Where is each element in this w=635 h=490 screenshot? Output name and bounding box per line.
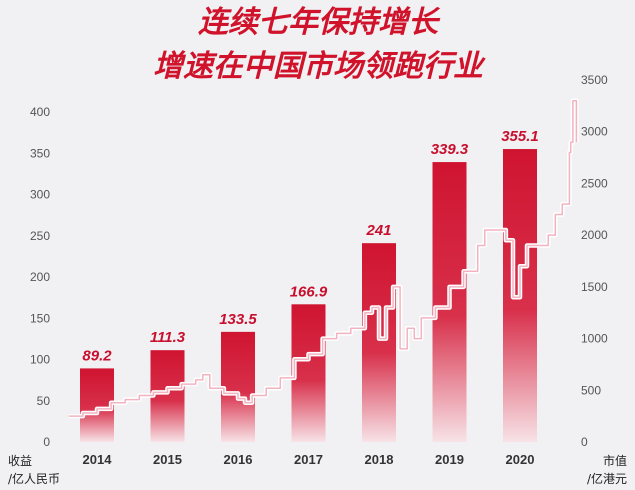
left-tick-label: 50 (37, 394, 51, 408)
chart-title: 连续七年保持增长 (198, 5, 441, 40)
data-label: 111.3 (150, 329, 186, 346)
ylabel-right-line2: /亿港元 (587, 471, 627, 486)
x-tick-label: 2018 (365, 452, 394, 467)
right-tick-label: 2000 (581, 228, 608, 242)
right-axis: 0 500 1000 1500 2000 2500 3000 3500 (581, 73, 608, 449)
bar (291, 304, 326, 442)
right-tick-label: 3000 (581, 125, 608, 139)
bar (150, 350, 185, 442)
left-tick-label: 300 (30, 188, 50, 202)
x-tick-label: 2020 (506, 452, 535, 467)
market-cap-series (68, 98, 579, 419)
right-tick-label: 3500 (581, 73, 608, 87)
right-tick-label: 500 (581, 383, 601, 397)
x-tick-label: 2019 (435, 452, 464, 467)
left-axis: 0 50 100 150 200 250 300 350 400 (30, 105, 50, 449)
right-tick-label: 2500 (581, 176, 608, 190)
ylabel-left-line2: /亿人民币 (8, 471, 60, 486)
data-label: 133.5 (219, 311, 257, 328)
left-tick-label: 200 (30, 270, 50, 284)
left-tick-label: 150 (30, 311, 50, 325)
ylabel-left-line1: 收益 (8, 454, 32, 468)
bar (362, 243, 396, 442)
left-tick-label: 400 (30, 105, 50, 119)
x-tick-label: 2015 (153, 452, 182, 467)
x-tick-label: 2014 (83, 452, 113, 467)
bar (80, 368, 114, 442)
data-label: 339.3 (431, 141, 469, 158)
market-cap-line (68, 99, 578, 417)
data-label: 355.1 (501, 128, 539, 145)
left-tick-label: 100 (30, 353, 50, 367)
left-tick-label: 350 (30, 146, 50, 160)
chart-subtitle: 增速在中国市场领跑行业 (153, 49, 486, 84)
data-label: 241 (365, 222, 391, 239)
right-tick-label: 1000 (581, 332, 608, 346)
right-tick-label: 0 (581, 435, 588, 449)
x-axis: 2014 2015 2016 2017 2018 2019 2020 (83, 452, 535, 467)
bar (221, 331, 255, 442)
x-tick-label: 2016 (224, 452, 253, 467)
right-tick-label: 1500 (581, 280, 608, 294)
data-labels: 89.2 111.3 133.5 166.9 241 339.3 355.1 (82, 128, 538, 364)
data-label: 89.2 (82, 347, 112, 364)
left-tick-label: 0 (43, 435, 50, 449)
x-tick-label: 2017 (294, 452, 323, 467)
axis-labels: 收益 /亿人民币 市值 /亿港元 (8, 453, 627, 486)
data-label: 166.9 (290, 283, 328, 300)
title-group: 连续七年保持增长 增速在中国市场领跑行业 (153, 5, 486, 84)
ylabel-right-line1: 市值 (603, 453, 627, 468)
left-tick-label: 250 (30, 229, 50, 243)
